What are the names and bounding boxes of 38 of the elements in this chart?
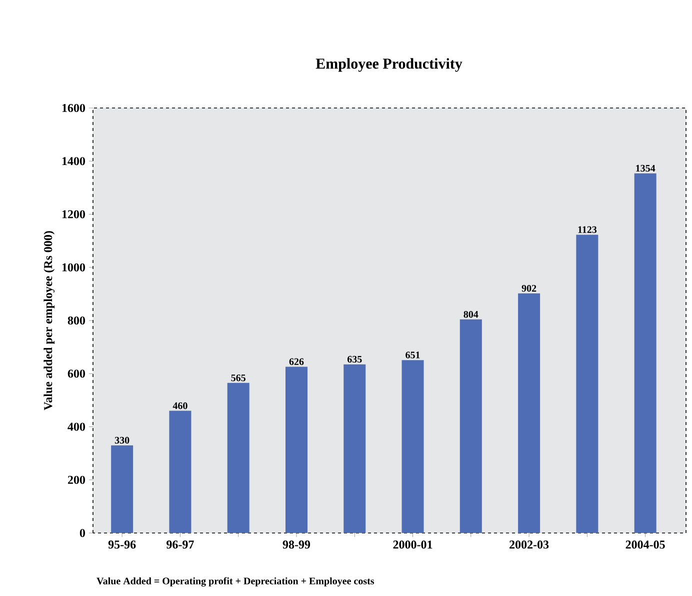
data-label: 565 xyxy=(231,374,246,382)
bar xyxy=(111,445,134,533)
bar xyxy=(634,173,656,533)
x-tick-label: 2004-05 xyxy=(626,540,665,549)
bar xyxy=(285,366,308,533)
data-label: 804 xyxy=(464,310,478,318)
bar xyxy=(460,319,482,533)
data-label: 460 xyxy=(172,402,188,410)
y-tick-label: 1400 xyxy=(62,157,86,166)
y-tick-label: 1600 xyxy=(62,104,86,112)
bar xyxy=(169,410,192,533)
x-tick-label: 95-96 xyxy=(108,540,136,549)
y-axis-title: Value added per employee (Rs 000) xyxy=(44,231,55,410)
y-tick-label: 600 xyxy=(68,370,86,378)
x-tick-label: 2000-01 xyxy=(393,540,432,549)
x-tick-label: 98-99 xyxy=(282,540,310,549)
bar xyxy=(518,293,540,533)
text: Value Added = Operating profit + Depreciation + Employee costs xyxy=(96,577,374,587)
data-label: 635 xyxy=(347,356,362,363)
bar xyxy=(344,364,366,533)
data-label: 902 xyxy=(522,284,536,292)
bar xyxy=(576,234,598,533)
data-label: 626 xyxy=(289,358,304,366)
bar xyxy=(227,382,250,533)
y-tick-label: 200 xyxy=(68,476,86,484)
y-tick-label: 400 xyxy=(68,422,86,431)
chart-title: Employee Productivity xyxy=(316,58,462,72)
bar xyxy=(402,360,424,533)
data-label: 1123 xyxy=(578,226,597,233)
x-tick-label: 2002-03 xyxy=(510,540,549,549)
data-label: 1354 xyxy=(636,164,656,172)
data-label: 330 xyxy=(114,436,130,444)
y-tick-label: 1200 xyxy=(62,210,86,218)
x-tick-label: 96-97 xyxy=(166,540,194,549)
y-tick-label: 0 xyxy=(80,528,86,538)
data-label: 651 xyxy=(406,352,420,358)
y-tick-label: 800 xyxy=(68,316,86,325)
y-tick-label: 1000 xyxy=(62,263,86,272)
